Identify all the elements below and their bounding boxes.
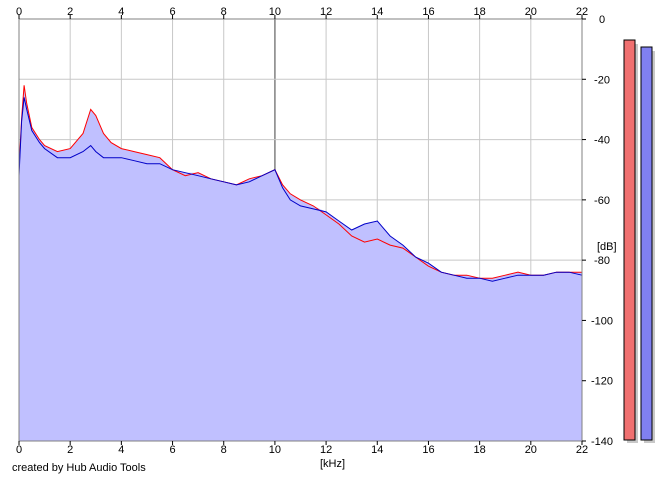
y-tick-label: -100 [591, 315, 613, 327]
x-tick-label-top: 20 [525, 6, 537, 18]
x-tick-label-bottom: 12 [320, 444, 332, 456]
x-tick-label-bottom: 16 [422, 444, 434, 456]
x-tick-label-top: 8 [221, 6, 227, 18]
x-tick-label-top: 6 [169, 6, 175, 18]
x-tick-label-bottom: 10 [269, 444, 281, 456]
x-tick-label-bottom: 2 [67, 444, 73, 456]
y-tick-label: -120 [591, 376, 613, 388]
level-meter-red [623, 39, 638, 443]
x-tick-label-bottom: 0 [16, 444, 22, 456]
x-tick-label-bottom: 4 [118, 444, 124, 456]
x-tick-label-top: 22 [576, 6, 588, 18]
y-tick-label: -60 [594, 195, 610, 207]
y-tick-label: -80 [594, 255, 610, 267]
x-tick-label-bottom: 22 [576, 444, 588, 456]
x-axis-unit-label: [kHz] [320, 458, 345, 470]
x-tick-label-bottom: 6 [169, 444, 175, 456]
x-tick-label-top: 4 [118, 6, 124, 18]
credit-text: created by Hub Audio Tools [12, 462, 146, 474]
y-tick-label: -20 [594, 74, 610, 86]
y-tick-label: -140 [591, 436, 613, 448]
x-tick-label-top: 16 [422, 6, 434, 18]
x-tick-label-top: 14 [371, 6, 383, 18]
x-tick-label-top: 18 [474, 6, 486, 18]
x-tick-label-top: 2 [67, 6, 73, 18]
y-tick-label: -40 [594, 135, 610, 147]
x-tick-label-bottom: 8 [221, 444, 227, 456]
spectrum-fill-area [19, 85, 582, 442]
blue-channel-line [18, 97, 583, 282]
x-tick-label-top: 12 [320, 6, 332, 18]
y-axis-unit-label: [dB] [597, 241, 617, 253]
y-tick-label: 0 [599, 14, 605, 26]
x-axis-bottom-ticks: 0 2 4 6 8 10 12 14 16 18 20 22 [16, 441, 588, 456]
x-tick-label-bottom: 14 [371, 444, 383, 456]
x-tick-label-bottom: 18 [474, 444, 486, 456]
x-tick-label-bottom: 20 [525, 444, 537, 456]
level-meter-blue [640, 46, 655, 443]
x-tick-label-top: 10 [269, 6, 281, 18]
x-axis-top-ticks: 0 2 4 6 8 10 12 14 16 18 20 22 [16, 6, 588, 19]
plot-border [18, 18, 583, 442]
x-tick-label-top: 0 [16, 6, 22, 18]
y-axis-ticks: 0 -20 -40 -60 -80 -100 -120 -140 [582, 14, 613, 448]
